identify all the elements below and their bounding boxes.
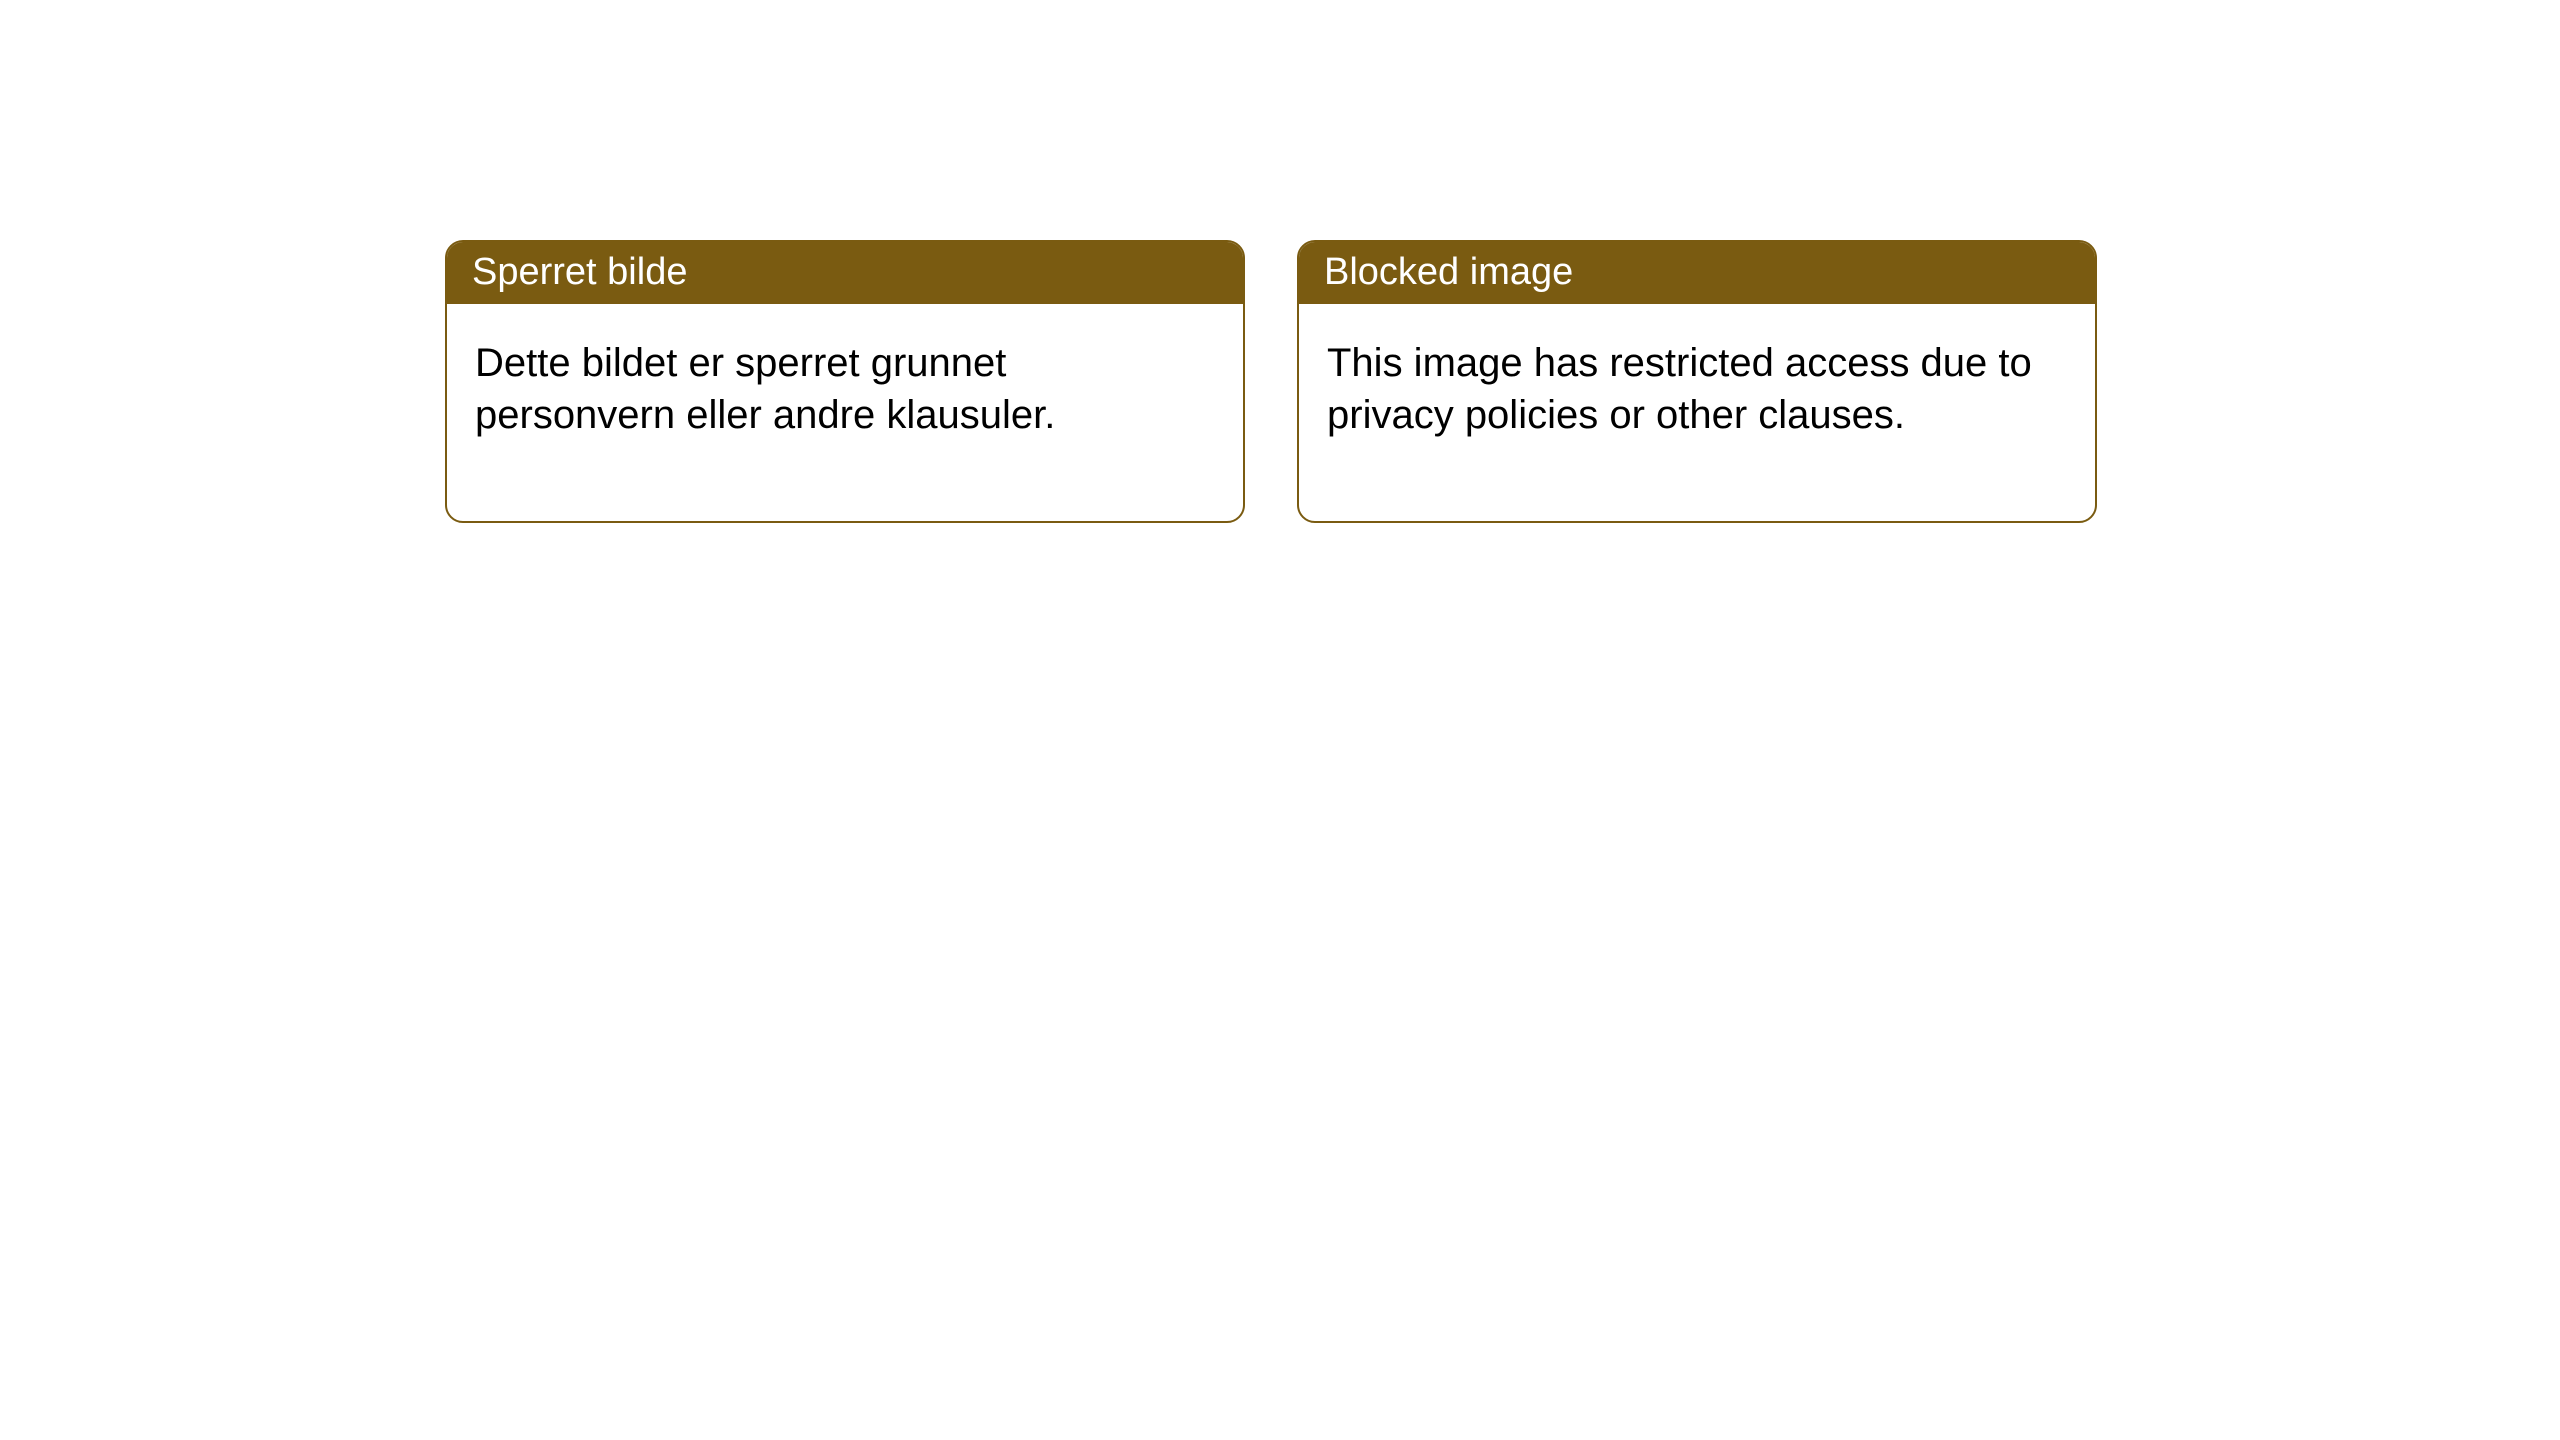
notice-header: Sperret bilde — [447, 242, 1243, 304]
notice-body-text: This image has restricted access due to … — [1327, 341, 2032, 437]
notice-card-english: Blocked image This image has restricted … — [1297, 240, 2097, 523]
notice-body: This image has restricted access due to … — [1299, 304, 2095, 521]
notice-cards-container: Sperret bilde Dette bildet er sperret gr… — [445, 240, 2097, 523]
notice-header: Blocked image — [1299, 242, 2095, 304]
notice-card-norwegian: Sperret bilde Dette bildet er sperret gr… — [445, 240, 1245, 523]
notice-title: Sperret bilde — [472, 251, 687, 293]
notice-body: Dette bildet er sperret grunnet personve… — [447, 304, 1243, 521]
notice-body-text: Dette bildet er sperret grunnet personve… — [475, 341, 1055, 437]
notice-title: Blocked image — [1324, 251, 1573, 293]
